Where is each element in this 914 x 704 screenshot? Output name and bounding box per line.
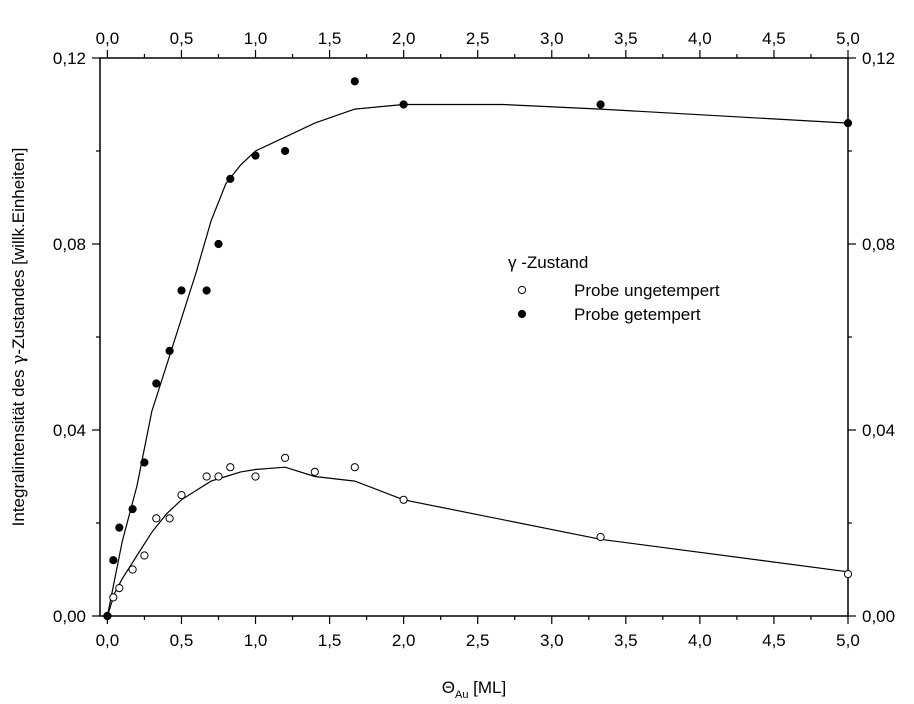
x-tick-label-top: 4,5 [762,29,786,48]
point-ungetempert [350,463,359,472]
x-axis-title-subscript: Au [455,689,468,701]
x-axis-title: ΘAu [ML] [442,678,507,701]
point-getempert [152,379,161,388]
y-axis-right-ticks: 0,00 0,04 0,08 0,12 [848,49,895,626]
x-tick-label-top: 0,5 [170,29,194,48]
legend-marker-filled-circle [517,309,527,319]
x-tick-label-bottom: 0,0 [96,631,120,650]
legend: γ -Zustand Probe ungetempert Probe getem… [508,253,720,324]
point-ungetempert [177,491,186,500]
point-getempert [843,119,853,128]
y-axis-title-greek: γ [9,355,29,365]
x-tick-label-top: 1,5 [318,29,342,48]
point-getempert [177,286,186,295]
x-axis-bottom-ticks: 0,0 0,5 1,0 1,5 2,0 2,5 3,0 3,5 4,0 4,5 5,0 [96,616,860,650]
point-getempert [109,556,118,565]
point-getempert [128,505,137,514]
point-ungetempert [843,570,853,579]
point-ungetempert [128,565,137,574]
point-getempert [165,346,174,355]
x-tick-label-bottom: 1,5 [318,631,342,650]
x-tick-label-bottom: 2,5 [466,631,490,650]
plot-axes [99,57,849,617]
point-ungetempert [596,532,605,542]
x-tick-label-bottom: 3,0 [540,631,564,650]
point-getempert [140,458,149,467]
y-axis-title: Integralintensität des γ-Zustandes [will… [9,148,29,527]
x-tick-label-top: 3,5 [614,29,638,48]
y-tick-label-left: 0,00 [53,607,86,626]
y-tick-label-left: 0,04 [53,421,86,440]
legend-title: γ -Zustand [508,253,588,272]
x-tick-label-bottom: 3,5 [614,631,638,650]
x-tick-label-top: 4,0 [688,29,712,48]
y-tick-label-right: 0,12 [862,49,895,68]
x-tick-label-top: 2,5 [466,29,490,48]
y-tick-label-left: 0,12 [53,49,86,68]
x-tick-label-top: 3,0 [540,29,564,48]
x-tick-label-bottom: 2,0 [392,631,416,650]
point-ungetempert [140,551,149,560]
y-axis-left-ticks: 0,00 0,04 0,08 0,12 [53,49,100,626]
point-getempert [115,523,124,532]
x-axis-top-ticks: 0,0 0,5 1,0 1,5 2,0 2,5 3,0 3,5 4,0 4,5 5,0 [96,29,860,58]
x-tick-label-top: 0,0 [96,29,120,48]
point-ungetempert [115,584,124,593]
point-getempert [281,146,290,156]
point-ungetempert [109,593,118,602]
y-axis-title-prefix: Integralintensität des [9,365,28,527]
point-ungetempert [281,453,290,462]
fit-lines [106,103,849,617]
x-tick-label-bottom: 4,5 [762,631,786,650]
point-getempert [226,174,235,183]
x-tick-label-top: 2,0 [392,29,416,48]
plot-frame [99,57,849,617]
y-tick-label-right: 0,08 [862,235,895,254]
x-tick-label-bottom: 5,0 [836,631,860,650]
legend-label-getempert: Probe getempert [574,305,701,324]
point-ungetempert [152,514,161,523]
y-tick-label-right: 0,00 [862,607,895,626]
x-tick-label-bottom: 1,0 [244,631,268,650]
fit-line-series-0 [106,466,849,617]
y-tick-label-right: 0,04 [862,421,895,440]
point-ungetempert [202,472,211,481]
y-tick-label-left: 0,08 [53,235,86,254]
y-axis-title-suffix: -Zustandes [willk.Einheiten] [9,148,28,355]
point-ungetempert [310,467,319,476]
x-tick-label-top: 5,0 [836,29,860,48]
point-getempert [596,100,605,109]
point-ungetempert [165,514,174,523]
x-tick-label-top: 1,0 [244,29,268,48]
point-getempert [251,151,260,160]
x-axis-title-symbol: Θ [442,678,455,697]
point-ungetempert [214,472,223,481]
point-getempert [103,611,112,621]
legend-marker-open-circle [517,285,527,295]
point-getempert [399,100,408,109]
x-tick-label-bottom: 4,0 [688,631,712,650]
point-getempert [350,77,359,86]
legend-label-ungetempert: Probe ungetempert [574,281,720,300]
point-getempert [214,239,223,249]
x-axis-title-unit: [ML] [468,678,506,697]
x-tick-label-bottom: 0,5 [170,631,194,650]
fit-line-series-1 [106,103,849,617]
point-getempert [202,286,211,295]
point-ungetempert [226,463,235,472]
point-ungetempert [251,472,260,481]
point-ungetempert [399,495,408,504]
data-points [103,77,853,621]
